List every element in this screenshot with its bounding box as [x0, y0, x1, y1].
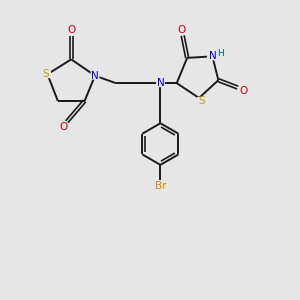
- FancyBboxPatch shape: [156, 79, 165, 87]
- Text: O: O: [239, 86, 247, 96]
- FancyBboxPatch shape: [177, 26, 186, 34]
- Text: S: S: [199, 96, 205, 106]
- Text: O: O: [59, 122, 67, 132]
- Text: N: N: [157, 78, 164, 88]
- FancyBboxPatch shape: [153, 182, 167, 191]
- FancyBboxPatch shape: [41, 70, 51, 78]
- Text: N: N: [208, 51, 216, 62]
- Text: N: N: [91, 71, 99, 81]
- FancyBboxPatch shape: [207, 52, 221, 60]
- FancyBboxPatch shape: [59, 123, 68, 131]
- FancyBboxPatch shape: [238, 87, 247, 95]
- FancyBboxPatch shape: [197, 97, 207, 105]
- Text: Br: Br: [155, 181, 166, 191]
- Text: O: O: [67, 25, 75, 35]
- FancyBboxPatch shape: [91, 72, 100, 80]
- Text: H: H: [218, 50, 224, 58]
- Text: S: S: [43, 69, 49, 79]
- Text: O: O: [177, 25, 185, 35]
- FancyBboxPatch shape: [67, 26, 76, 34]
